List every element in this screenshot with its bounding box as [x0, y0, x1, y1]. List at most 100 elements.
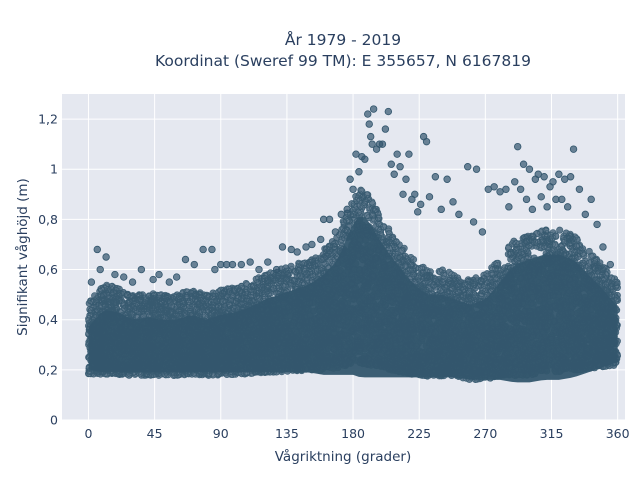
- scatter-point: [361, 155, 369, 163]
- scatter-point: [308, 240, 316, 249]
- scatter-point: [505, 203, 513, 211]
- scatter-point: [599, 243, 607, 251]
- y-tick-labels: 0 0,2 0,4 0,6 0,8 1 1,2: [38, 112, 58, 428]
- scatter-point: [366, 132, 375, 141]
- x-tick-label: 270: [473, 426, 497, 441]
- scatter-point: [405, 150, 413, 158]
- scatter-point: [566, 173, 575, 181]
- scatter-point: [606, 260, 615, 269]
- scatter-point: [399, 190, 407, 199]
- scatter-point: [155, 270, 163, 279]
- scatter-point: [516, 185, 525, 193]
- scatter-point: [490, 183, 498, 191]
- scatter-point: [411, 190, 419, 199]
- scatter-points: [85, 105, 622, 383]
- scatter-point: [393, 150, 401, 158]
- x-tick-label: 180: [341, 426, 365, 441]
- scatter-point: [346, 175, 354, 183]
- scatter-point: [93, 245, 101, 254]
- scatter-point: [537, 193, 545, 201]
- scatter-point: [278, 243, 287, 251]
- x-tick-label: 90: [213, 426, 229, 441]
- scatter-point: [317, 235, 325, 244]
- scatter-point: [181, 255, 190, 264]
- scatter-point: [384, 107, 393, 116]
- scatter-point: [528, 205, 537, 214]
- scatter-point: [593, 220, 601, 229]
- scatter-point: [396, 163, 404, 171]
- scatter-point: [211, 265, 219, 274]
- scatter-point: [355, 168, 363, 176]
- scatter-point: [425, 193, 434, 201]
- scatter-point: [87, 278, 96, 286]
- scatter-point: [455, 210, 463, 219]
- scatter-point: [364, 110, 372, 118]
- scatter-point: [199, 245, 207, 254]
- scatter-point: [272, 265, 281, 274]
- y-axis-title: Signifikant våghöjd (m): [14, 178, 31, 336]
- scatter-point: [293, 248, 301, 256]
- scatter-point: [569, 145, 578, 153]
- scatter-point: [368, 140, 376, 148]
- scatter-point: [555, 170, 563, 178]
- scatter-point: [264, 258, 272, 266]
- x-axis-title: Vågriktning (grader): [275, 448, 412, 465]
- x-tick-label: 45: [147, 426, 163, 441]
- scatter-dense-core: [88, 216, 618, 383]
- scatter-point: [255, 265, 263, 274]
- scatter-point: [431, 173, 440, 181]
- y-tick-label: 0,2: [38, 362, 58, 377]
- y-tick-label: 0,6: [38, 262, 58, 277]
- scatter-point: [478, 228, 487, 236]
- scatter-point: [513, 142, 522, 151]
- scatter-point: [464, 163, 472, 171]
- scatter-point: [519, 160, 528, 168]
- scatter-point: [387, 160, 395, 168]
- scatter-point: [472, 165, 481, 173]
- scatter-point: [416, 200, 425, 209]
- scatter-point: [137, 265, 146, 274]
- chart-title-line-2: Koordinat (Sweref 99 TM): E 355657, N 61…: [155, 52, 531, 70]
- scatter-point: [543, 203, 551, 211]
- chart-title-line-1: År 1979 - 2019: [285, 30, 401, 49]
- scatter-point: [246, 258, 254, 266]
- y-tick-label: 0: [50, 413, 58, 428]
- x-tick-label: 0: [84, 426, 92, 441]
- scatter-point: [331, 228, 340, 236]
- x-tick-label: 135: [275, 426, 299, 441]
- scatter-point: [402, 175, 410, 183]
- scatter-point: [149, 275, 157, 284]
- y-tick-label: 0,8: [38, 212, 58, 227]
- scatter-point: [381, 125, 390, 133]
- scatter-point: [228, 260, 237, 269]
- scatter-point: [437, 205, 445, 214]
- y-tick-label: 1,2: [38, 112, 58, 127]
- scatter-point: [581, 210, 590, 219]
- scatter-point: [325, 215, 334, 224]
- scatter-point: [96, 265, 104, 274]
- x-tick-label: 225: [407, 426, 431, 441]
- scatter-point: [522, 195, 531, 204]
- scatter-point: [502, 185, 510, 193]
- scatter-point: [390, 170, 398, 178]
- scatter-point: [165, 278, 174, 286]
- scatter-point: [337, 210, 345, 219]
- scatter-point: [511, 178, 519, 186]
- y-tick-label: 1: [50, 162, 58, 177]
- scatter-point: [102, 253, 110, 261]
- scatter-point: [120, 273, 128, 281]
- scatter-point: [563, 203, 572, 211]
- scatter-point: [369, 105, 378, 113]
- scatter-point: [587, 195, 595, 204]
- scatter-point: [208, 245, 216, 254]
- scatter-point: [469, 218, 478, 226]
- scatter-point: [349, 185, 357, 193]
- scatter-point: [525, 165, 534, 173]
- scatter-point: [237, 260, 246, 269]
- x-tick-labels: 0 45 90 135 180 225 270 315 360: [84, 426, 629, 441]
- scatter-point: [172, 273, 181, 281]
- scatter-point: [365, 120, 373, 128]
- x-tick-label: 315: [540, 426, 564, 441]
- scatter-point: [575, 185, 584, 193]
